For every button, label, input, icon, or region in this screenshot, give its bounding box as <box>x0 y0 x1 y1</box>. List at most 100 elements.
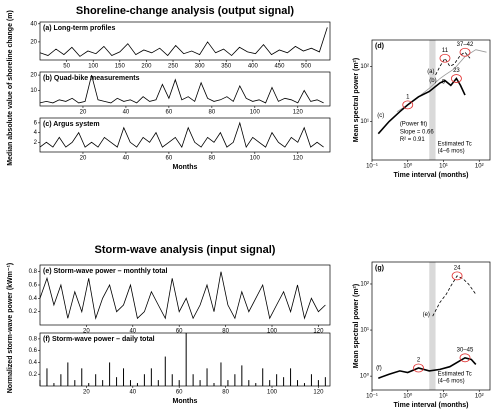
series-line <box>378 356 477 379</box>
x-axis-label: Time interval (months) <box>394 172 469 179</box>
x-tick-label: 60 <box>166 156 173 162</box>
highlight-circle <box>402 100 414 110</box>
x-axis-label: Months <box>173 398 198 405</box>
annotation: (f) <box>376 366 382 372</box>
x-tick-label: 100 <box>250 110 261 116</box>
shared-y-label: Normalized storm-wave power (kWm⁻¹) <box>7 263 14 394</box>
panel-title: (f) Storm-wave power – daily total <box>43 336 155 343</box>
series-line <box>377 77 466 135</box>
x-tick-label: 100 <box>267 329 278 335</box>
y-tick-label: 0.8 <box>29 269 38 275</box>
x-tick-label: 50 <box>63 64 70 70</box>
highlight-circle <box>459 47 471 57</box>
plot-frame <box>39 332 331 387</box>
series-line <box>39 271 326 320</box>
annotation: 30–45 <box>457 347 474 353</box>
x-tick-label: 10⁻¹ <box>366 394 378 400</box>
x-tick-label: 250 <box>168 64 179 70</box>
highlight-circle <box>413 363 424 373</box>
x-tick-label: 120 <box>293 156 304 162</box>
x-tick-label: 120 <box>313 390 324 396</box>
band-label: (4–6 mos) <box>438 149 465 155</box>
x-tick-label: 300 <box>195 64 206 70</box>
plot-frame <box>371 39 491 161</box>
x-tick-label: 120 <box>293 110 304 116</box>
annotation: 9 <box>442 80 446 86</box>
y-tick-label: 0.2 <box>29 372 38 378</box>
x-tick-label: 150 <box>115 64 126 70</box>
y-tick-label: 0.8 <box>29 336 38 342</box>
y-tick-label: 10⁰ <box>360 373 370 380</box>
y-tick-label: 10² <box>360 64 369 70</box>
y-tick-label: 0.6 <box>29 348 38 354</box>
panel-title: (a) Long-term profiles <box>43 25 115 32</box>
series-line <box>39 121 324 149</box>
series-line <box>39 27 328 57</box>
x-axis-label: Months <box>173 164 198 171</box>
section-heading: Storm-wave analysis (input signal) <box>95 244 276 256</box>
panel-title: (b) Quad-bike measurements <box>43 75 140 82</box>
x-tick-label: 80 <box>222 390 229 396</box>
y-axis-label: Mean spectral power (m²) <box>353 58 360 142</box>
annotation: 1 <box>406 94 410 100</box>
x-tick-label: 10⁰ <box>403 163 413 170</box>
annotation: (c) <box>377 113 384 119</box>
band-label: (4–6 mos) <box>438 379 465 385</box>
x-tick-label: 20 <box>83 390 90 396</box>
y-tick-label: 20 <box>30 73 37 79</box>
y-tick-label: 10² <box>360 282 369 288</box>
y-tick-label: 2 <box>34 140 38 146</box>
y-tick-label: 20 <box>30 39 37 45</box>
x-tick-label: 100 <box>88 64 99 70</box>
highlight-circle <box>459 353 471 363</box>
x-tick-label: 10² <box>475 394 484 400</box>
highlight-circle <box>451 74 462 83</box>
x-tick-label: 40 <box>129 329 136 335</box>
annotation: R² = 0.91 <box>400 137 426 143</box>
x-tick-label: 20 <box>83 329 90 335</box>
estimate-band <box>429 40 436 160</box>
y-tick-label: 0.6 <box>29 283 38 289</box>
x-tick-label: 10² <box>475 164 484 170</box>
y-tick-label: 0.4 <box>29 360 38 366</box>
panel-title: (g) <box>375 265 384 272</box>
plot-frame <box>39 71 331 107</box>
panel-title: (e) Storm-wave power – monthly total <box>43 268 168 275</box>
annotation: Slope = 0.66 <box>400 129 435 135</box>
plot-frame <box>39 117 331 153</box>
highlight-circle <box>439 53 451 63</box>
y-tick-label: 10 <box>30 88 37 94</box>
y-tick-label: 10¹ <box>360 119 369 125</box>
x-tick-label: 60 <box>176 390 183 396</box>
x-tick-label: 400 <box>248 64 259 70</box>
x-tick-label: 10⁻¹ <box>366 164 378 170</box>
section-heading: Shoreline-change analysis (output signal… <box>76 5 295 17</box>
x-tick-label: 200 <box>141 64 152 70</box>
annotation: 23 <box>453 68 460 74</box>
y-tick-label: 4 <box>34 130 38 136</box>
y-tick-label: 40 <box>30 21 37 27</box>
panel-title: (c) Argus system <box>43 121 100 128</box>
x-tick-label: 120 <box>313 329 324 335</box>
x-tick-label: 100 <box>250 156 261 162</box>
y-tick-label: 10¹ <box>360 328 369 334</box>
annotation: (a) <box>427 69 434 75</box>
x-tick-label: 10⁰ <box>403 393 413 400</box>
x-tick-label: 80 <box>209 156 216 162</box>
x-tick-label: 40 <box>129 390 136 396</box>
x-tick-label: 10¹ <box>439 394 448 400</box>
plot-frame <box>371 261 491 391</box>
plot-frame <box>39 264 331 326</box>
shared-y-label: Median absolute value of shoreline chang… <box>7 10 14 166</box>
series-line <box>435 51 471 76</box>
x-tick-label: 10¹ <box>439 164 448 170</box>
band-label: Estimated Tc <box>438 372 472 378</box>
highlight-circle <box>451 271 463 281</box>
x-tick-label: 350 <box>221 64 232 70</box>
annotation: 2 <box>417 358 421 364</box>
x-tick-label: 20 <box>80 156 87 162</box>
x-tick-label: 40 <box>123 110 130 116</box>
x-tick-label: 450 <box>274 64 285 70</box>
